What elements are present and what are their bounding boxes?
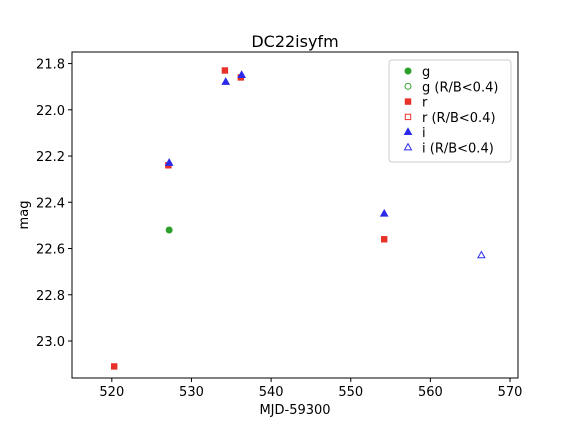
data-point-r [221,67,229,74]
y-tick-label: 22.8 [36,289,65,304]
x-axis-ticks: 520 530 540 550 560 570 [99,378,522,400]
y-tick-label: 21.8 [36,58,65,73]
y-tick-label: 23.0 [36,335,65,350]
legend-label: i (R/B<0.4) [422,142,494,157]
data-point-g [165,226,173,234]
legend-marker [404,82,412,90]
x-tick-label: 560 [418,385,443,400]
x-tick-label: 570 [498,385,523,400]
legend-marker [403,127,413,136]
data-point-r [381,236,388,243]
legend-marker [403,142,413,151]
legend-label: i [422,126,426,141]
data-point-r [111,363,118,370]
data-point-i [221,77,231,85]
data-markers [111,67,486,370]
legend-label: r (R/B<0.4) [422,111,496,126]
data-point-i [164,158,174,166]
x-tick-label: 550 [338,385,363,400]
legend-marker [404,113,412,121]
y-tick-label: 22.2 [36,150,65,165]
x-axis-label: MJD-59300 [259,403,330,418]
legend-marker [404,98,412,105]
y-tick-label: 22.6 [36,243,65,258]
legend-label: r [422,96,428,111]
x-tick-label: 530 [179,385,204,400]
data-point-i-r-b-0-4 [476,250,486,259]
legend-box [388,59,512,163]
y-axis-ticks: 21.8 22.0 22.2 22.4 22.6 22.8 23.0 [36,58,72,350]
legend: gg (R/B<0.4)rr (R/B<0.4)ii (R/B<0.4) [388,59,512,163]
x-tick-label: 540 [259,385,284,400]
y-tick-label: 22.4 [36,196,65,211]
x-tick-label: 520 [99,385,124,400]
legend-label: g [422,65,430,80]
data-point-i [379,208,389,217]
legend-marker [404,67,412,75]
y-axis-label: mag [17,201,32,230]
chart-title: DC22isyfm [251,32,338,51]
legend-label: g (R/B<0.4) [422,80,498,95]
y-tick-label: 22.0 [36,104,65,119]
data-point-i [237,70,247,78]
